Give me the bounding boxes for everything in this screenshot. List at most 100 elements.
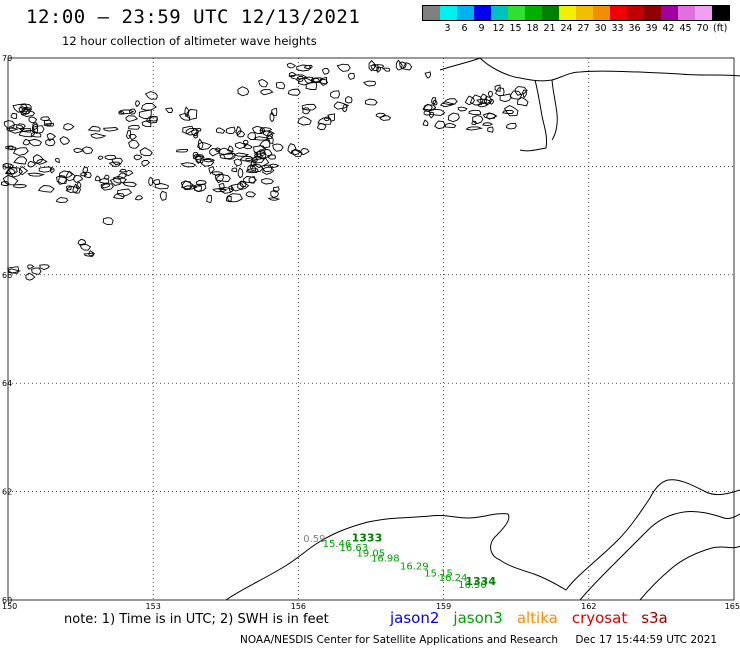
ice-contour bbox=[15, 123, 26, 130]
ice-contour bbox=[267, 154, 277, 160]
ice-contour bbox=[347, 72, 355, 80]
ice-contour bbox=[270, 189, 280, 199]
ice-contour bbox=[135, 100, 141, 108]
ice-contour bbox=[302, 107, 311, 115]
legend-label: 42 bbox=[662, 23, 675, 34]
satellite-s3a: s3a bbox=[641, 609, 668, 627]
map-frame bbox=[7, 57, 735, 601]
ice-contour bbox=[148, 176, 154, 187]
swh-value: 15.46 bbox=[323, 539, 352, 550]
legend-swatch bbox=[610, 6, 627, 20]
ice-contour bbox=[40, 116, 51, 122]
ice-contour bbox=[31, 267, 42, 275]
ice-contour bbox=[81, 146, 94, 155]
ice-contour bbox=[192, 153, 205, 161]
satellite-track: 0.5915.4616.6319.0516.9816.2915.1516.241… bbox=[303, 531, 496, 591]
ice-contour bbox=[33, 154, 44, 165]
legend-label: 39 bbox=[645, 23, 658, 34]
ice-contour bbox=[248, 176, 256, 184]
footer-note: note: 1) Time is in UTC; 2) SWH is in fe… bbox=[64, 612, 329, 627]
lon-label: 162 bbox=[581, 602, 596, 611]
ice-contour bbox=[447, 112, 460, 123]
ice-contour bbox=[423, 110, 432, 116]
ice-contour bbox=[487, 126, 494, 133]
ice-contour bbox=[194, 154, 204, 164]
ice-contour bbox=[499, 93, 512, 102]
legend-label: 15 bbox=[509, 23, 522, 34]
ice-contour bbox=[148, 116, 158, 122]
legend-label: 24 bbox=[560, 23, 573, 34]
map-subtitle: 12 hour collection of altimeter wave hei… bbox=[62, 34, 317, 48]
legend-label: 45 bbox=[679, 23, 692, 34]
ice-contour bbox=[6, 127, 18, 132]
ice-contour bbox=[38, 166, 53, 173]
chukotka-coast bbox=[439, 57, 740, 82]
ice-contour bbox=[159, 190, 167, 201]
ice-contour bbox=[63, 123, 75, 131]
swh-value: 16.98 bbox=[371, 554, 400, 565]
ice-contour bbox=[55, 197, 69, 204]
coastline bbox=[225, 57, 740, 601]
ice-contour bbox=[183, 185, 198, 191]
ice-contour bbox=[237, 180, 250, 190]
ice-contour bbox=[245, 157, 259, 163]
ice-contour bbox=[475, 98, 492, 104]
ice-contour bbox=[141, 159, 151, 167]
legend-swatch bbox=[593, 6, 610, 20]
ice-contour bbox=[102, 217, 114, 226]
axis-labels: 150 153 156 159 162 165 70 68 66 64 62 60 bbox=[2, 54, 740, 611]
ice-contour bbox=[113, 192, 125, 200]
ice-contour bbox=[45, 138, 56, 147]
ice-contour bbox=[43, 119, 52, 126]
lon-label: 153 bbox=[146, 602, 161, 611]
ice-contour bbox=[239, 155, 255, 162]
ice-contour bbox=[333, 101, 350, 110]
ice-contour bbox=[321, 67, 330, 75]
ice-contour bbox=[219, 153, 234, 160]
ice-contour bbox=[227, 145, 234, 153]
ice-contour bbox=[323, 116, 330, 122]
ice-contour bbox=[444, 122, 457, 129]
ice-contour bbox=[180, 162, 197, 168]
ice-contour bbox=[215, 174, 231, 182]
satellite-jason2: jason2 bbox=[390, 609, 440, 627]
satellite-jason3: jason3 bbox=[453, 609, 503, 627]
ice-contour bbox=[5, 168, 16, 175]
ice-contour bbox=[22, 138, 31, 146]
ice-contour bbox=[269, 111, 275, 123]
ice-contour bbox=[77, 238, 86, 246]
ice-contour bbox=[31, 125, 45, 134]
ice-contour bbox=[28, 116, 38, 124]
ice-contour bbox=[88, 250, 96, 257]
ice-contour bbox=[128, 133, 137, 141]
legend-swatch bbox=[440, 6, 457, 20]
lat-lon-grid bbox=[7, 57, 735, 601]
ice-contour bbox=[231, 167, 238, 172]
ice-contour bbox=[37, 185, 55, 193]
ice-contour bbox=[327, 113, 336, 122]
legend-swatches bbox=[422, 5, 730, 21]
legend-swatch bbox=[627, 6, 644, 20]
lon-label: 159 bbox=[436, 602, 451, 611]
ice-contour bbox=[225, 126, 236, 135]
kolyma-estuary bbox=[519, 79, 558, 152]
ice-contour bbox=[209, 147, 221, 157]
lat-label: 62 bbox=[2, 488, 12, 497]
pass-number: 1334 bbox=[465, 575, 496, 588]
ice-contour bbox=[287, 143, 297, 154]
ice-contour bbox=[98, 155, 104, 161]
ice-contour bbox=[154, 183, 170, 190]
ice-contour bbox=[117, 172, 128, 180]
ice-contour bbox=[153, 179, 161, 186]
ice-contour bbox=[79, 243, 92, 251]
satellite-legend: jason2 jason3 altika cryosat s3a bbox=[390, 609, 682, 627]
ice-contour bbox=[266, 131, 273, 140]
ice-contour bbox=[247, 164, 257, 174]
ice-contour bbox=[472, 115, 484, 125]
ice-contour bbox=[482, 112, 497, 119]
legend-swatch bbox=[576, 6, 593, 20]
legend-label: 36 bbox=[628, 23, 641, 34]
ice-contour bbox=[5, 145, 14, 150]
ice-contour bbox=[422, 119, 429, 127]
ice-contour bbox=[99, 178, 110, 184]
